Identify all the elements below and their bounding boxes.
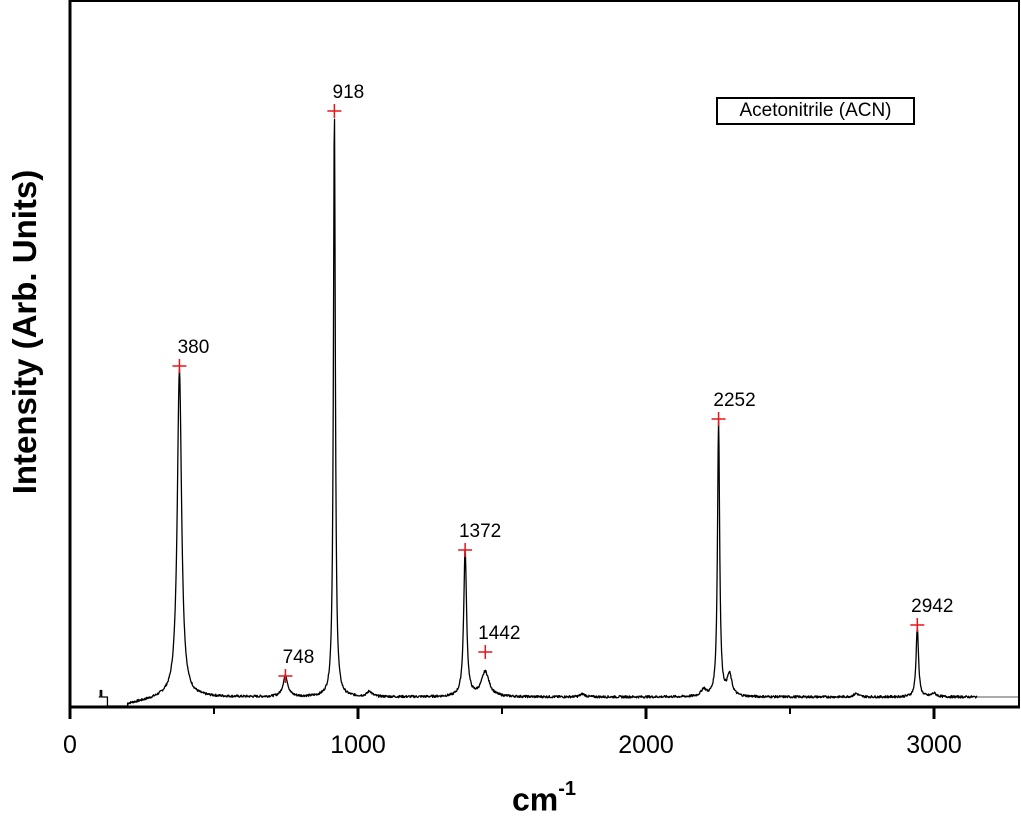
- x-tick-label: 1000: [330, 731, 386, 759]
- peak-label-380: 380: [178, 337, 210, 358]
- peak-label-918: 918: [333, 82, 365, 103]
- x-axis-label-superscript: -1: [558, 778, 577, 800]
- peak-label-2942: 2942: [911, 596, 953, 617]
- peak-label-2252: 2252: [713, 390, 755, 411]
- x-axis-label-base: cm: [512, 781, 559, 818]
- y-axis-label: Intensity (Arb. Units): [6, 169, 43, 495]
- peak-labels: 380 748 918 1372 1442 2252 2942: [178, 82, 954, 668]
- legend-box: Acetonitrile (ACN): [716, 97, 915, 125]
- peak-label-1372: 1372: [459, 521, 501, 542]
- x-tick-label: 2000: [618, 731, 674, 759]
- spectrum-line: [98, 118, 978, 707]
- x-tick-label: 3000: [906, 731, 962, 759]
- peak-label-748: 748: [283, 647, 315, 668]
- x-axis-tick-labels: 0 1000 2000 3000: [63, 731, 962, 759]
- peak-label-1442: 1442: [478, 623, 520, 644]
- x-axis-ticks: [68, 707, 936, 719]
- peak-markers: [172, 104, 925, 683]
- x-tick-label: 0: [63, 731, 77, 759]
- x-axis-label: cm-1: [512, 774, 576, 819]
